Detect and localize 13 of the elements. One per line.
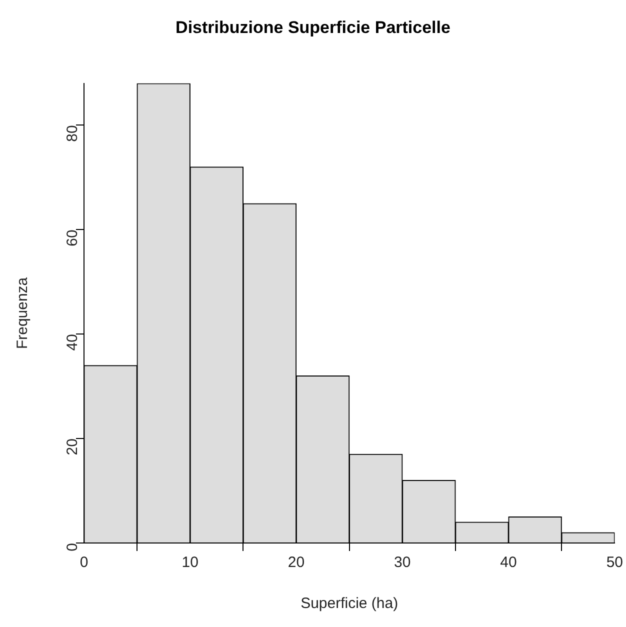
x-tick-label: 40 (500, 554, 517, 572)
y-tick-label: 80 (64, 125, 82, 142)
x-tick-label: 30 (394, 554, 411, 572)
y-tick-label: 20 (64, 438, 82, 456)
y-tick-label: 60 (64, 230, 82, 246)
chart-title: Distribuzione Superficie Particelle (176, 18, 450, 37)
x-axis-title: Superficie (ha) (300, 595, 398, 612)
y-axis-title: Frequenza (14, 276, 32, 350)
y-tick-label: 40 (64, 334, 82, 351)
x-tick-label: 50 (606, 554, 623, 572)
x-tick-label: 20 (288, 554, 305, 572)
y-tick-label: 0 (64, 543, 82, 552)
x-tick-label: 10 (182, 554, 198, 572)
